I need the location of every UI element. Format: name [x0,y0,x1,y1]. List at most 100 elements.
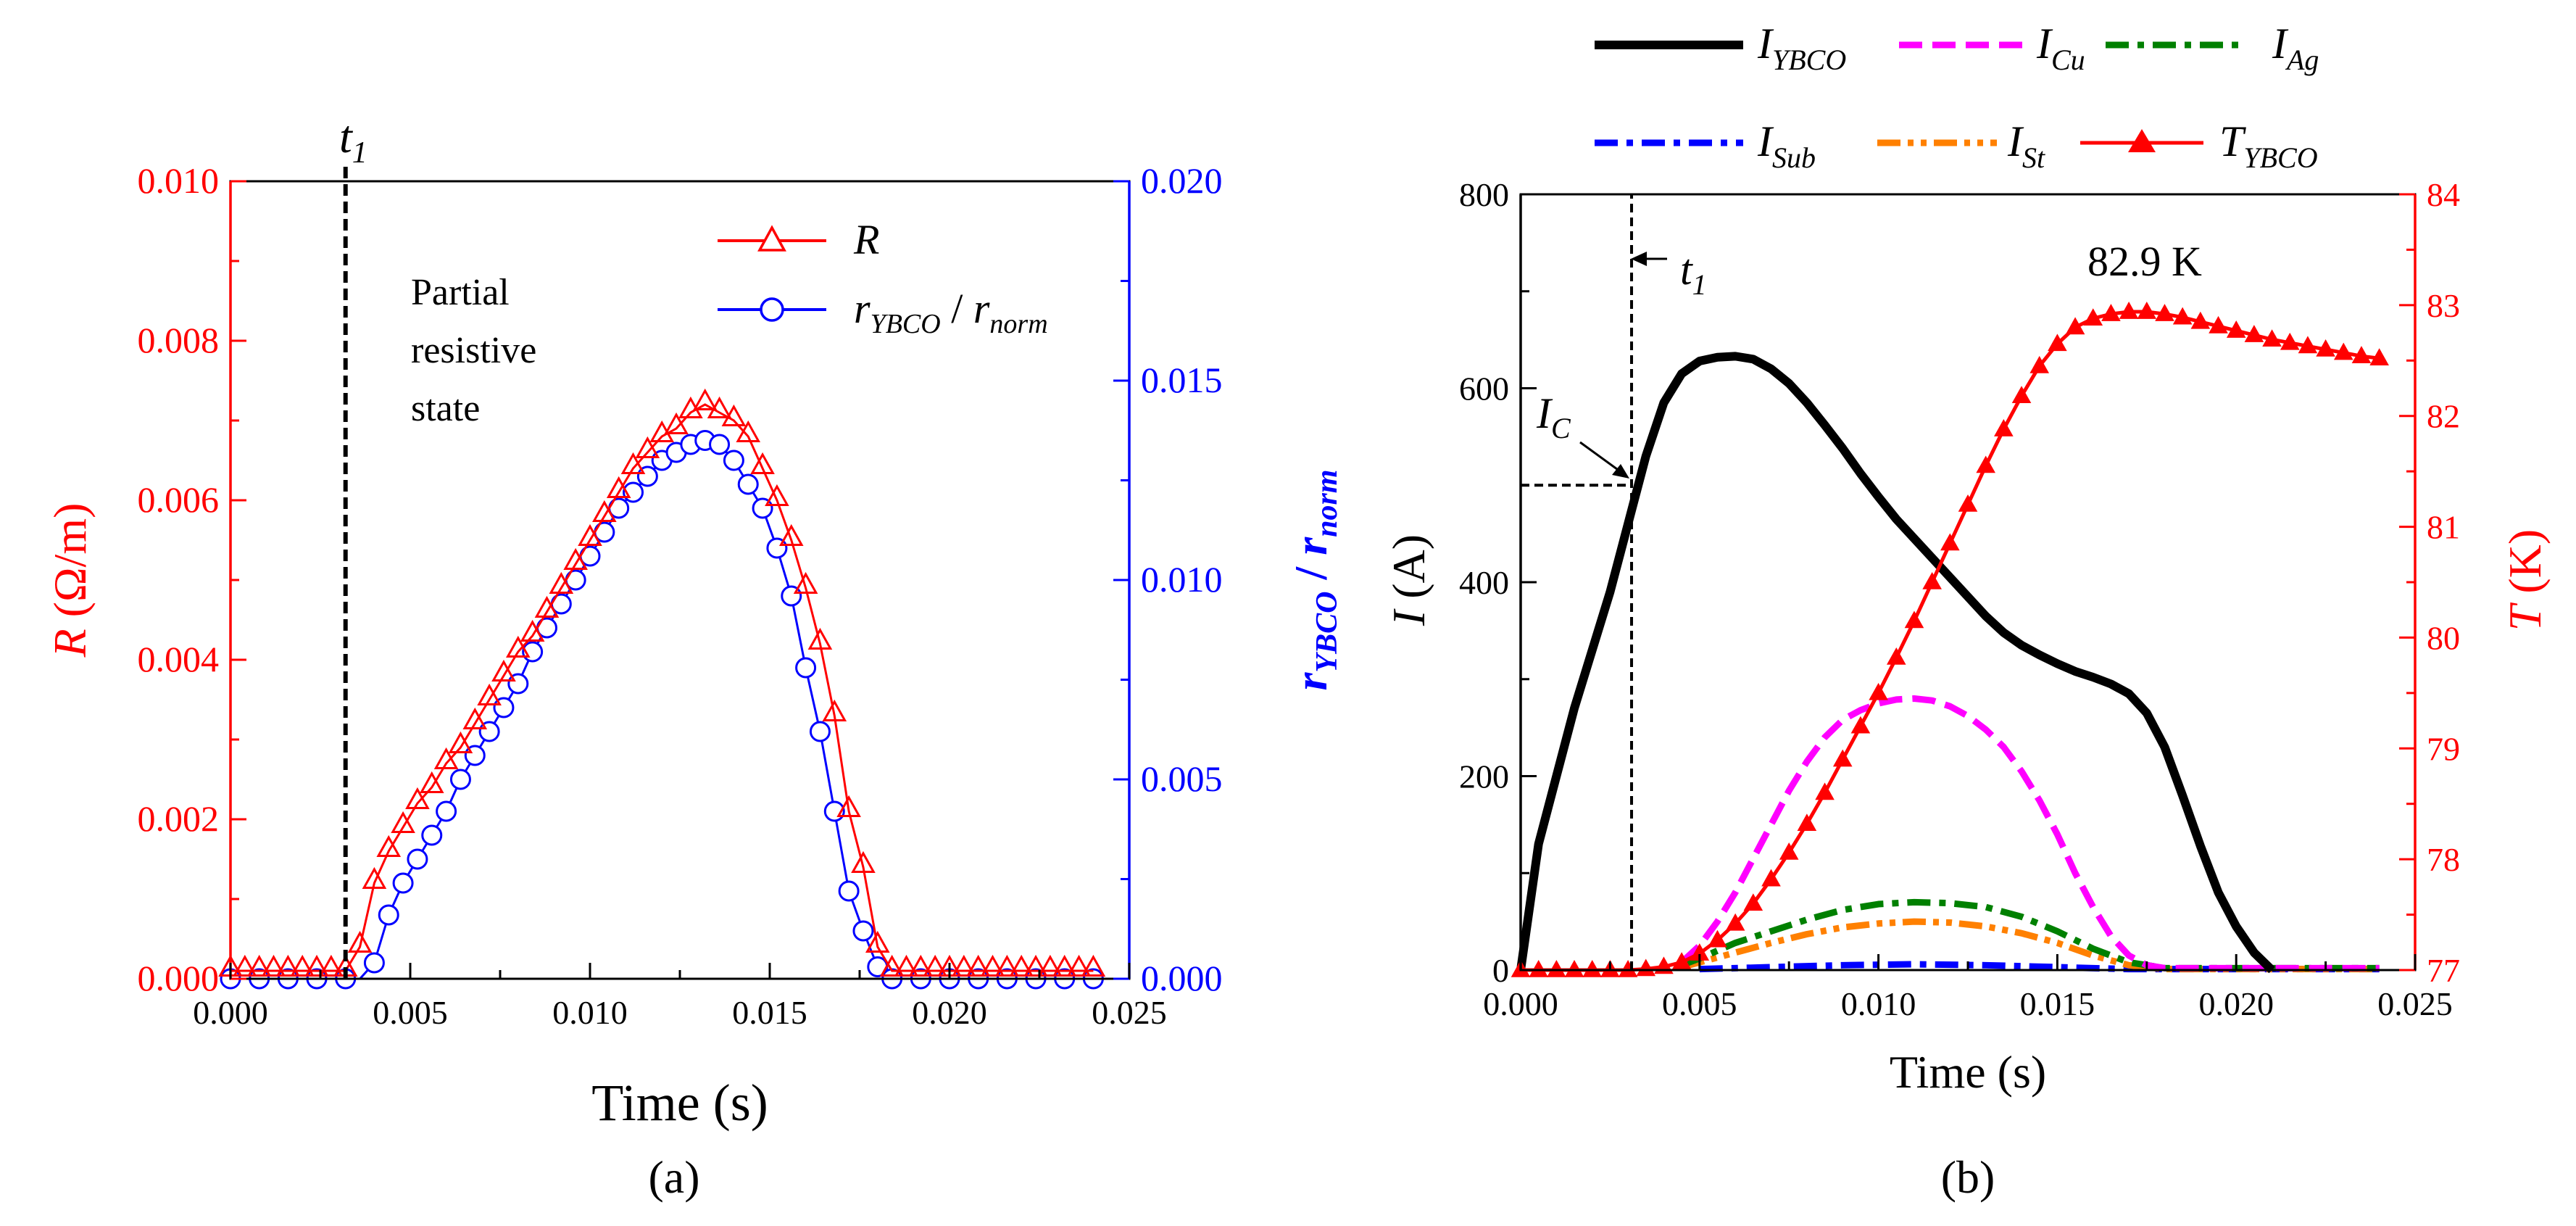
series-t-ybco-point [1779,842,1799,860]
series-t-ybco-point [1708,929,1727,948]
legend-b-t-ybco-label: TYBCO [2219,117,2318,174]
legend-b-i-cu-label: ICu [2036,20,2085,76]
legend-a-r-marker [757,225,786,252]
series-r-ybco-point [709,434,731,455]
panel-b-series-t-ybco [1511,302,2389,977]
series-r-point [952,954,976,977]
panel-a-left-tick-label: 0.002 [138,798,220,839]
series-i-cu-line [1679,695,2380,972]
series-t-ybco-point [1690,943,1710,961]
series-r-point [319,954,344,977]
series-r-point [520,619,545,642]
panel-b-right-axis: 77 78 79 80 81 82 83 84 [2399,176,2460,989]
panel-b-left-tick-label: 400 [1459,564,1509,601]
panel-b-x-axis-label: Time (s) [1890,1046,2046,1098]
panel-b-t1-label: t1 [1680,246,1707,301]
series-r-point [1023,954,1048,977]
series-r-ybco-point [436,800,457,822]
caption-b: (b) [1941,1151,1995,1203]
series-t-ybco-point [2369,348,2389,366]
series-r-point [822,699,847,721]
series-i-st-line [1680,918,2380,973]
series-r-point [778,523,804,546]
series-r-point [1038,954,1063,977]
panel-b-right-tick-label: 77 [2427,952,2460,989]
series-t-ybco-point [1618,960,1638,977]
series-r-point [1009,954,1034,977]
series-r-point [807,627,833,650]
panel-b-left-tick-label: 800 [1459,176,1509,213]
series-r-ybco-point [795,657,817,679]
panel-b-left-tick-label: 0 [1492,952,1509,989]
legend-b-t-ybco-marker [2128,129,2156,152]
series-r-point [578,523,602,546]
series-t-ybco-point [2119,302,2139,319]
series-r-point [635,436,660,458]
series-r-point [736,420,761,442]
panel-b-right-tick-label: 79 [2427,730,2460,767]
series-r-point [1081,954,1106,977]
legend-b-i-st-label: ISt [2007,117,2045,174]
series-r-point [923,954,947,977]
series-r-point [246,954,272,977]
series-r-point [980,954,1005,977]
series-r-ybco-point [723,450,744,471]
panel-b-right-tick-label: 84 [2427,176,2460,213]
series-r-ybco-point [363,952,385,974]
panel-b-left-tick-label: 200 [1459,758,1509,795]
series-t-ybco-point [2351,346,2372,363]
series-t-ybco-point [2209,315,2228,334]
panel-b-x-tick-label: 0.005 [1662,985,1737,1022]
panel-b-series-i-st [1680,918,2380,973]
series-r-point [592,500,617,522]
series-t-ybco-point [1564,960,1584,977]
series-r-point [419,771,444,793]
series-r-point [448,731,473,753]
series-t-ybco-point [1922,572,1942,589]
series-r-ybco-point [449,769,471,790]
series-r-point [965,954,991,977]
series-r-ybco-point [852,920,874,942]
series-r-point [391,811,415,833]
series-t-ybco-point [2083,308,2103,326]
series-r-point [362,866,387,889]
series-r-point [994,954,1020,977]
series-i-sub-line [1699,961,2380,973]
series-r-point [505,635,531,658]
legend-a-ratio-label: rYBCO / rnorm [854,285,1048,339]
panel-b-series-i-sub [1699,961,2380,973]
panel-a-right-tick-label: 0.015 [1141,360,1223,400]
panel-b-ic-label: IC [1536,389,1571,444]
panel-a-left-axis-label: R (Ω/m) [44,503,96,658]
series-t-ybco-point [1743,893,1763,911]
panel-a-x-tick-label: 0.020 [912,994,987,1031]
series-r-point [851,850,876,873]
series-t-ybco-point [2155,304,2174,321]
series-r-point [261,954,286,977]
series-r-point [664,412,689,434]
panel-b-t1-arrow [1631,252,1667,266]
series-t-ybco-point [1529,960,1548,977]
panel-a-x-tick-label: 0.000 [193,994,268,1031]
panel-b-x-tick-label: 0.015 [2020,985,2095,1022]
panel-b-left-axis-label: I (A) [1383,534,1434,626]
series-i-ybco-line [1516,352,2275,974]
series-r-point [233,954,257,977]
series-t-ybco-point [2137,302,2157,319]
series-r-point [836,795,861,817]
series-r-ybco-point [378,904,399,926]
panel-a-x-axis: 0.000 0.005 0.010 0.015 0.020 0.025 [193,963,1167,1031]
panel-b-x-axis: 0.000 0.005 0.010 0.015 0.020 0.025 [1483,954,2453,1022]
series-r-point [549,571,574,594]
series-r-ybco-point [392,872,414,894]
series-r-point [692,388,718,410]
series-t-ybco-point [2298,336,2318,354]
series-t-ybco-point [1832,749,1853,767]
panel-a-annotation-line-1: Partial [411,272,510,313]
series-r-ybco-point [809,721,831,742]
series-t-ybco-point [1671,952,1692,970]
panel-b-right-tick-label: 82 [2427,398,2460,435]
series-r-point [462,707,488,729]
panel-a-annotation-line-2: resistive [411,330,536,371]
